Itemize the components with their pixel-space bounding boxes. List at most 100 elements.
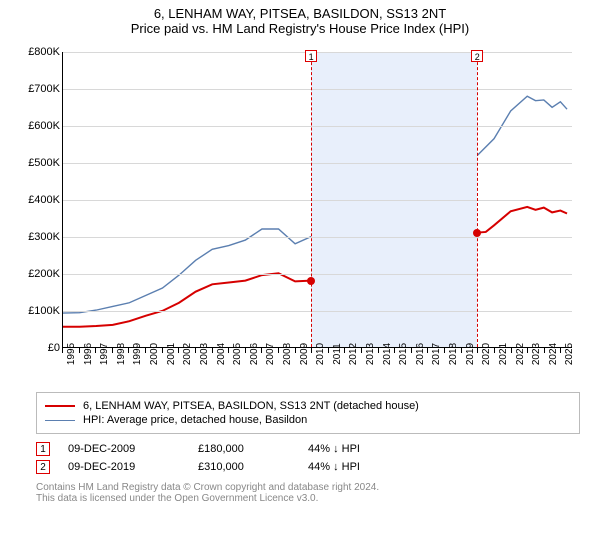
gridline	[63, 163, 572, 164]
event-line-2	[477, 52, 478, 347]
event-row-marker: 2	[36, 460, 50, 474]
x-tick-label: 2015	[398, 343, 409, 365]
x-tick-mark	[228, 348, 229, 353]
x-tick-mark	[527, 348, 528, 353]
y-tick-label: £100K	[20, 305, 60, 317]
gridline	[63, 311, 572, 312]
legend-label: HPI: Average price, detached house, Basi…	[83, 414, 307, 426]
events-table: 1 09-DEC-2009£180,00044% ↓ HPI 2 09-DEC-201…	[36, 442, 580, 474]
x-tick-label: 2011	[332, 343, 343, 365]
x-tick-label: 2008	[282, 343, 293, 365]
legend-row: 6, LENHAM WAY, PITSEA, BASILDON, SS13 2N…	[45, 400, 571, 412]
x-tick-label: 2007	[265, 343, 276, 365]
x-tick-label: 2025	[564, 343, 575, 365]
event-marker-1: 1	[305, 50, 317, 62]
gridline	[63, 89, 572, 90]
x-tick-mark	[427, 348, 428, 353]
x-tick-mark	[411, 348, 412, 353]
chart-area: £0£100K£200K£300K£400K£500K£600K£700K£80…	[20, 44, 580, 384]
x-tick-mark	[328, 348, 329, 353]
x-tick-label: 2021	[498, 343, 509, 365]
x-tick-mark	[295, 348, 296, 353]
x-tick-label: 2019	[465, 343, 476, 365]
x-tick-label: 1997	[99, 343, 110, 365]
x-tick-label: 2010	[315, 343, 326, 365]
x-tick-label: 2003	[199, 343, 210, 365]
y-tick-label: £700K	[20, 83, 60, 95]
x-tick-label: 2000	[149, 343, 160, 365]
x-tick-label: 1996	[83, 343, 94, 365]
gridline	[63, 200, 572, 201]
gridline	[63, 126, 572, 127]
footer: Contains HM Land Registry data © Crown c…	[36, 482, 580, 504]
legend-swatch	[45, 420, 75, 421]
x-tick-label: 2014	[382, 343, 393, 365]
event-date: 09-DEC-2019	[68, 461, 198, 473]
gridline	[63, 274, 572, 275]
x-tick-mark	[461, 348, 462, 353]
page-subtitle: Price paid vs. HM Land Registry's House …	[0, 21, 600, 40]
x-tick-label: 2020	[481, 343, 492, 365]
event-dot-2	[473, 229, 481, 237]
x-tick-label: 1998	[116, 343, 127, 365]
x-tick-mark	[95, 348, 96, 353]
x-tick-label: 2022	[515, 343, 526, 365]
y-tick-label: £200K	[20, 268, 60, 280]
x-tick-label: 1999	[132, 343, 143, 365]
x-tick-label: 2012	[348, 343, 359, 365]
event-date: 09-DEC-2009	[68, 443, 198, 455]
y-tick-label: £500K	[20, 157, 60, 169]
x-tick-label: 2023	[531, 343, 542, 365]
x-tick-mark	[394, 348, 395, 353]
x-tick-label: 2002	[182, 343, 193, 365]
x-tick-label: 2018	[448, 343, 459, 365]
x-tick-mark	[112, 348, 113, 353]
event-dot-1	[307, 277, 315, 285]
x-tick-label: 2016	[415, 343, 426, 365]
y-tick-label: £400K	[20, 194, 60, 206]
plot-area: 12	[62, 52, 572, 348]
y-tick-label: £300K	[20, 231, 60, 243]
x-tick-mark	[278, 348, 279, 353]
x-tick-mark	[344, 348, 345, 353]
event-price: £180,000	[198, 443, 308, 455]
event-row-marker: 1	[36, 442, 50, 456]
legend-swatch	[45, 405, 75, 407]
x-tick-mark	[544, 348, 545, 353]
x-tick-mark	[212, 348, 213, 353]
x-tick-mark	[79, 348, 80, 353]
x-tick-mark	[245, 348, 246, 353]
page-title: 6, LENHAM WAY, PITSEA, BASILDON, SS13 2N…	[0, 0, 600, 21]
x-tick-mark	[178, 348, 179, 353]
gridline	[63, 52, 572, 53]
x-tick-label: 2004	[216, 343, 227, 365]
legend-label: 6, LENHAM WAY, PITSEA, BASILDON, SS13 2N…	[83, 400, 419, 412]
x-tick-label: 2009	[299, 343, 310, 365]
x-tick-mark	[261, 348, 262, 353]
x-tick-label: 2013	[365, 343, 376, 365]
x-tick-mark	[378, 348, 379, 353]
event-marker-2: 2	[471, 50, 483, 62]
event-row-2: 2 09-DEC-2019£310,00044% ↓ HPI	[36, 460, 580, 474]
x-tick-mark	[311, 348, 312, 353]
footer-line-2: This data is licensed under the Open Gov…	[36, 493, 580, 504]
event-row-1: 1 09-DEC-2009£180,00044% ↓ HPI	[36, 442, 580, 456]
y-tick-label: £0	[20, 342, 60, 354]
event-pct: 44% ↓ HPI	[308, 461, 438, 473]
x-tick-label: 2001	[166, 343, 177, 365]
x-tick-label: 2024	[548, 343, 559, 365]
x-tick-mark	[145, 348, 146, 353]
x-tick-label: 2006	[249, 343, 260, 365]
event-price: £310,000	[198, 461, 308, 473]
y-tick-label: £800K	[20, 46, 60, 58]
x-tick-mark	[494, 348, 495, 353]
event-pct: 44% ↓ HPI	[308, 443, 438, 455]
x-tick-mark	[444, 348, 445, 353]
legend: 6, LENHAM WAY, PITSEA, BASILDON, SS13 2N…	[36, 392, 580, 434]
footer-line-1: Contains HM Land Registry data © Crown c…	[36, 482, 580, 493]
x-tick-label: 1995	[66, 343, 77, 365]
chart-container: 6, LENHAM WAY, PITSEA, BASILDON, SS13 2N…	[0, 0, 600, 560]
x-tick-label: 2017	[431, 343, 442, 365]
x-tick-label: 2005	[232, 343, 243, 365]
x-tick-mark	[128, 348, 129, 353]
